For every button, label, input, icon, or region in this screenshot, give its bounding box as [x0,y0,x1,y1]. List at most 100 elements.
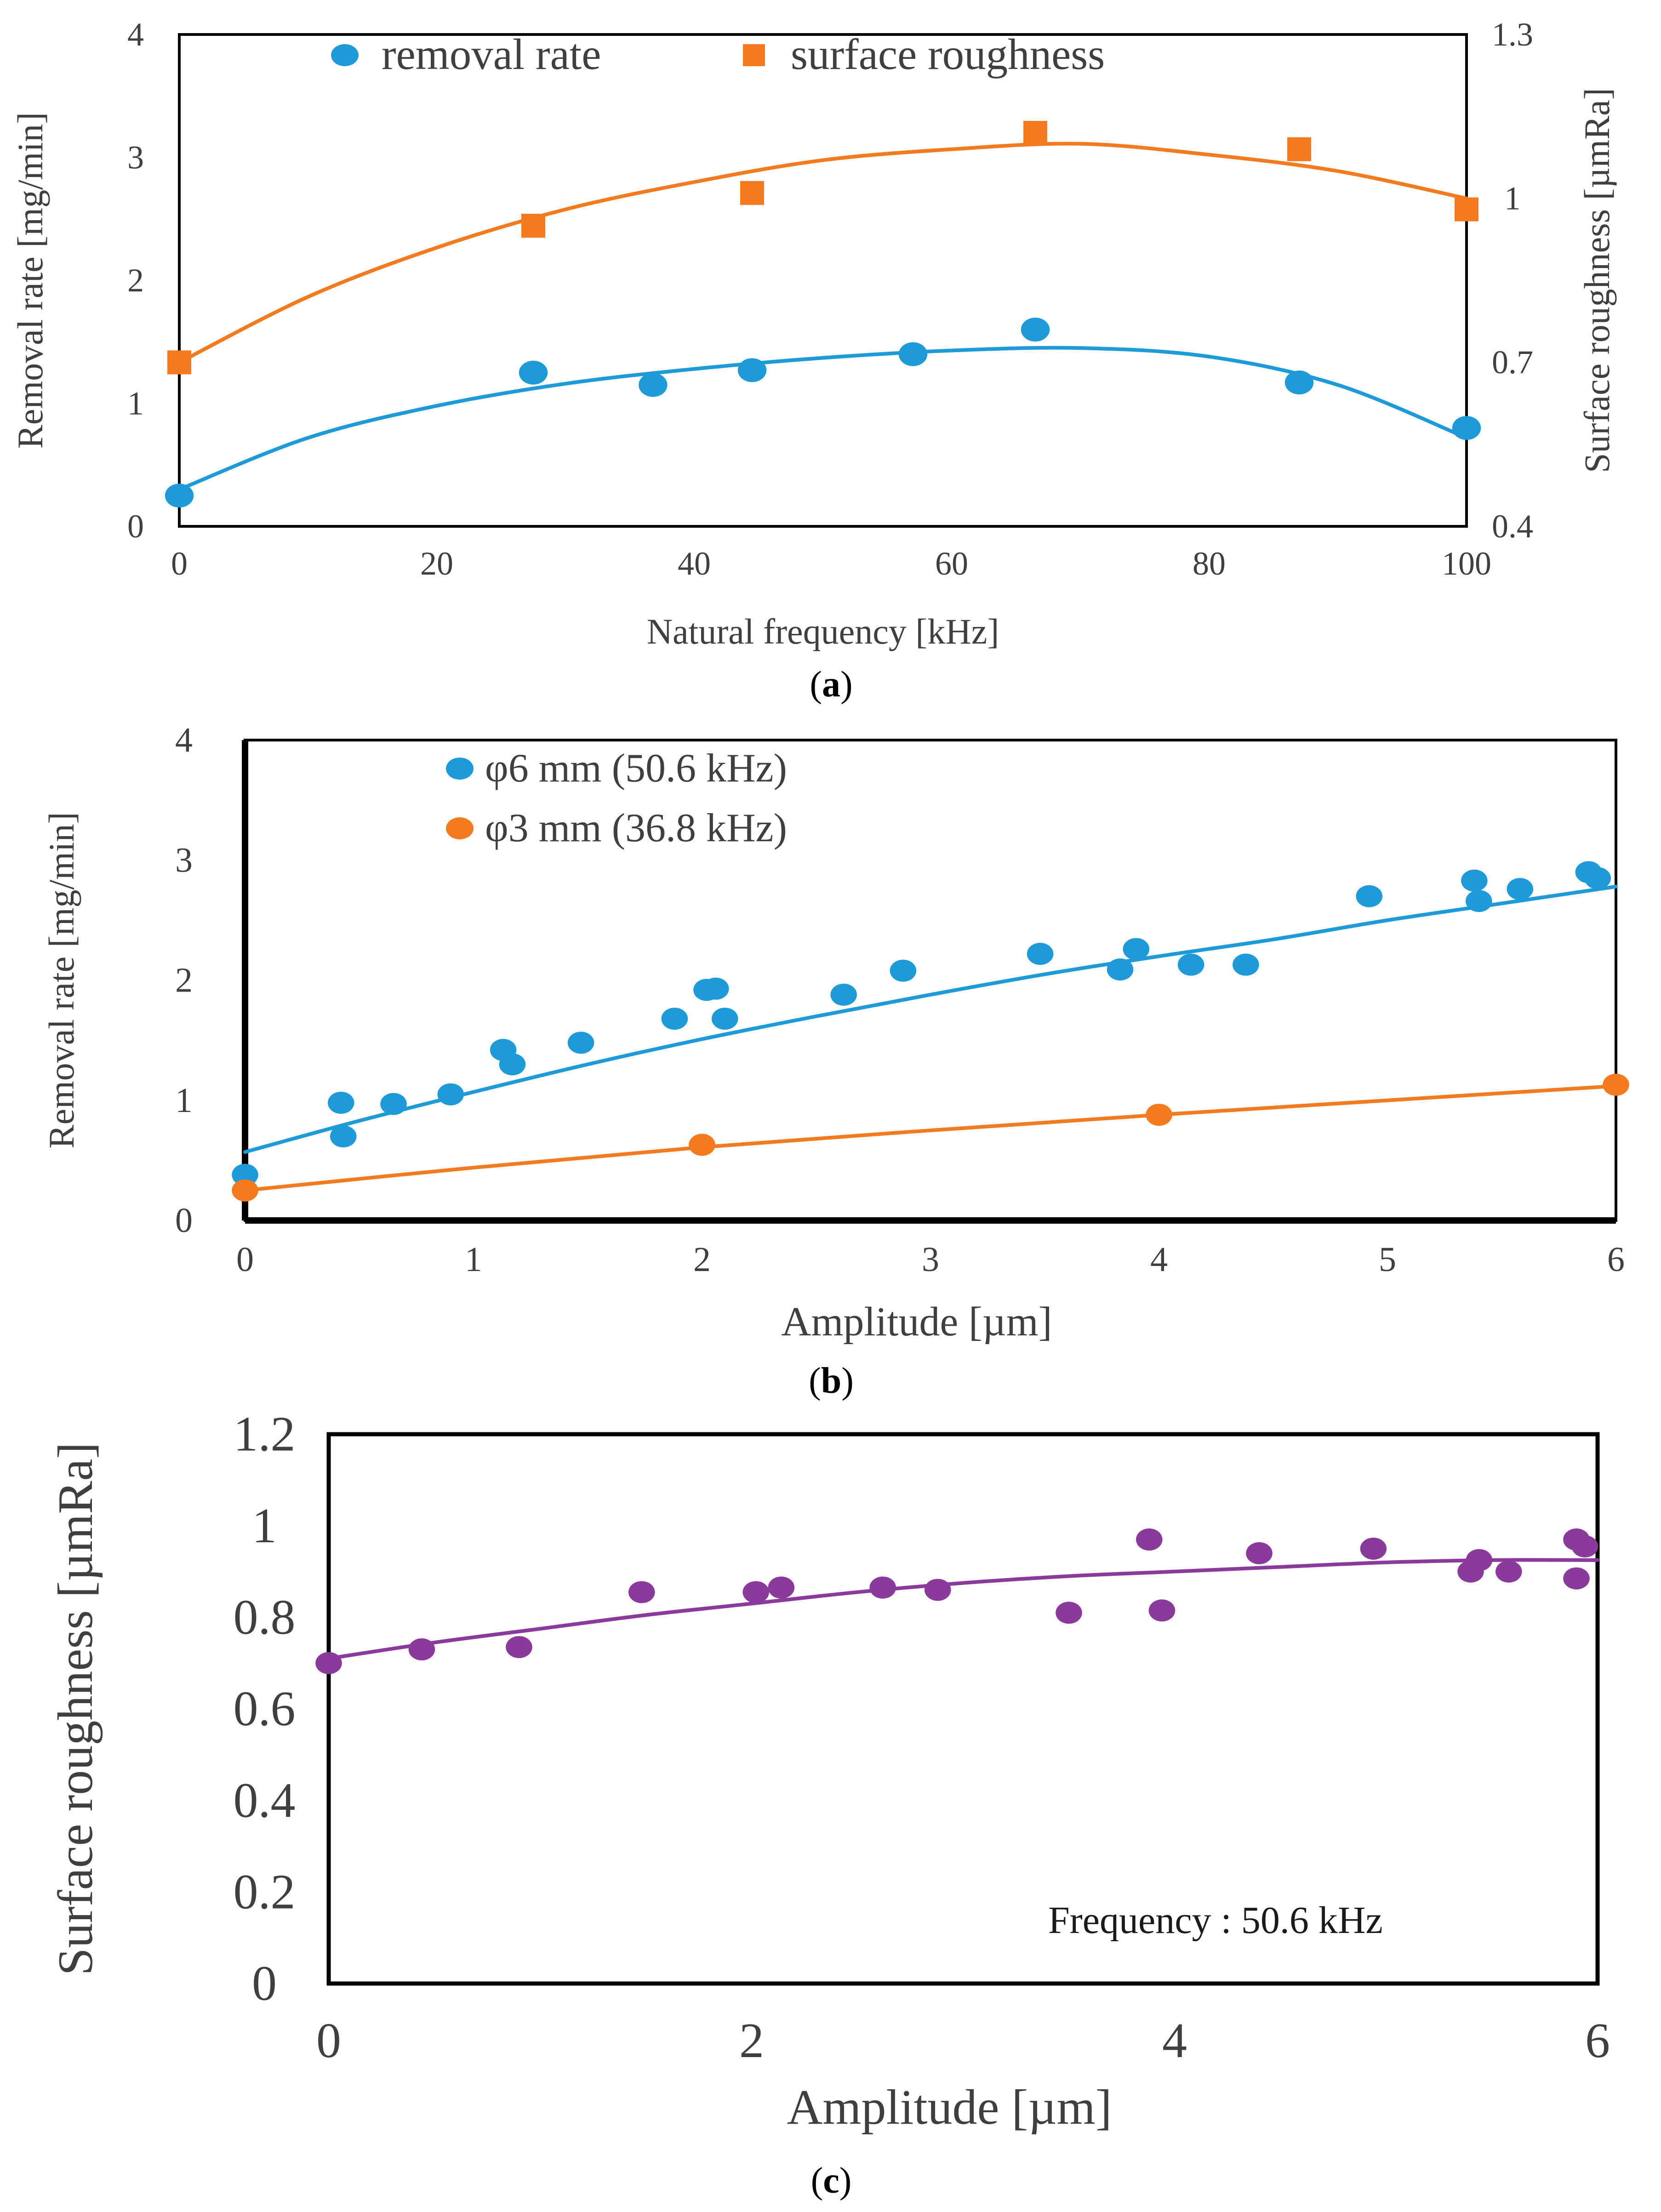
chart-c-series-0-point [768,1576,795,1599]
chart-a-y2-tick-label: 1.3 [1492,16,1533,53]
chart-b-legend-marker-1 [446,817,474,839]
chart-c-y-tick-label: 1 [252,1499,277,1553]
chart-b-caption-part: b [821,1361,842,1401]
chart-c-y-tick-label: 1.2 [234,1407,296,1462]
chart-b-x-tick-label: 0 [236,1240,254,1279]
chart-c-series-0-point [1563,1567,1590,1590]
chart-a-series-0-point [1284,371,1314,395]
chart-c-x-tick-label: 0 [316,2013,341,2068]
chart-c-series-0-point [1571,1535,1598,1557]
chart-c-x-axis-label: Amplitude [µm] [787,2080,1112,2135]
chart-c-series-0-point [742,1581,769,1603]
chart-b-series-0-point [437,1083,464,1106]
chart-c-y-tick-label: 0.4 [234,1773,296,1828]
chart-c-caption: (c) [811,2161,852,2201]
chart-c-series-0-point [1246,1542,1273,1564]
chart-b-series-0-point [1507,878,1534,900]
chart-b-caption-part: ( [809,1361,821,1401]
chart-a-y2-tick-label: 0.4 [1492,508,1533,545]
chart-b-series-0-point [1461,869,1488,892]
chart-a-y-tick-label: 1 [127,385,144,422]
chart-a-series-0-trendline [177,346,1468,491]
chart-b-series-0-point [1584,867,1611,889]
chart-b-y-tick-label: 0 [175,1201,193,1240]
chart-c-series-0-point [1466,1549,1493,1571]
chart-a-x-tick-label: 40 [678,545,711,582]
chart-c-series-0-point [869,1576,896,1599]
chart-b-series-0-point [661,1008,688,1030]
chart-a-x-tick-label: 60 [935,545,968,582]
chart-b-series-1-trendline [243,1084,1618,1192]
chart-b-x-tick-label: 5 [1379,1240,1396,1279]
chart-a-series-1-point [167,350,191,375]
chart-b-legend-marker-0 [446,758,474,780]
chart-b-series-0-point [890,959,917,982]
chart-c-y-tick-label: 0.2 [234,1864,296,1919]
chart-a-x-axis-label: Natural frequency [kHz] [647,611,999,651]
chart-c-x-tick-label: 6 [1585,2013,1610,2068]
chart-a-x-tick-label: 0 [171,545,188,582]
chart-b-caption: (b) [809,1361,854,1401]
chart-b-y-tick-label: 1 [175,1081,193,1120]
chart-b-y-tick-label: 2 [175,961,193,1000]
chart-a-legend-label-1: surface roughness [791,30,1105,79]
chart-c-series-0-point [628,1581,655,1603]
chart-c-series-0-point [315,1652,342,1674]
chart-a-x-tick-label: 80 [1193,545,1226,582]
chart-a-series-0-point [639,373,668,397]
chart-b-series-0-point [830,983,857,1006]
chart-a-series-0-point [165,484,194,508]
chart-a-y-tick-label: 0 [127,508,144,545]
chart-c-plot-frame [326,1432,1600,1986]
chart-a-legend-label-0: removal rate [382,30,601,79]
chart-a-series-1-point [521,214,545,238]
chart-a-series-0-point [1021,318,1050,342]
chart-a-caption: (a) [810,664,852,705]
chart-b-series-1-point [689,1134,715,1156]
chart-a-plot-frame [178,33,1468,528]
chart-b-legend-label-0: φ6 mm (50.6 kHz) [485,746,787,791]
chart-a-y2-axis-label: Surface roughness [µmRa] [1577,88,1617,473]
chart-a-x-tick-label: 20 [420,545,453,582]
chart-c-series-0-point [1056,1602,1082,1624]
chart-b-series-0-point [567,1032,594,1054]
chart-b-x-tick-label: 1 [465,1240,482,1279]
chart-b-series-1-point [1146,1104,1172,1126]
chart-b-x-tick-label: 6 [1607,1240,1625,1279]
chart-b-x-axis-label: Amplitude [µm] [781,1299,1052,1345]
chart-b-series-0-point [232,1163,258,1186]
chart-a-series-1-point [1023,121,1047,145]
chart-a-legend-marker-1 [743,44,765,66]
chart-b-series-0-point [330,1125,357,1148]
chart-b-caption-part: ) [841,1361,854,1401]
chart-b-y-tick-label: 3 [175,841,193,879]
chart-a-caption-part: a [822,664,840,705]
chart-a-y-tick-label: 3 [127,139,144,176]
chart-b-series-0-point [1123,938,1150,960]
chart-a-y2-tick-label: 1 [1504,180,1521,217]
chart-b-y-tick-label: 4 [175,721,193,759]
chart-c-caption-part: ) [839,2161,852,2201]
chart-a-caption-part: ( [810,664,822,705]
chart-b-series-0-point [711,1008,738,1030]
chart-b-series-0-point [1177,953,1204,976]
chart-b-x-tick-label: 2 [693,1240,711,1279]
chart-b-series-0-point [380,1093,407,1115]
chart-b-series-0-trendline [243,884,1618,1154]
chart-c-series-0-point [925,1579,951,1601]
chart-a-series-1-point [740,181,764,205]
chart-c-x-tick-label: 4 [1162,2013,1187,2068]
chart-c-caption-part: c [823,2161,839,2201]
chart-a-x-tick-label: 100 [1442,545,1491,582]
chart-b-series-1-point [1603,1073,1629,1096]
chart-a-series-0-point [1452,416,1481,440]
chart-b-series-0-point [1356,885,1383,907]
chart-c-y-tick-label: 0.8 [234,1590,296,1645]
chart-b-series-0-point [1466,890,1492,912]
chart-c-series-0-point [506,1636,532,1659]
chart-b-x-tick-label: 3 [922,1240,939,1279]
chart-c-series-0-point [1360,1537,1387,1560]
chart-c-series-0-point [1148,1599,1176,1622]
chart-b-series-0-point [327,1091,354,1114]
